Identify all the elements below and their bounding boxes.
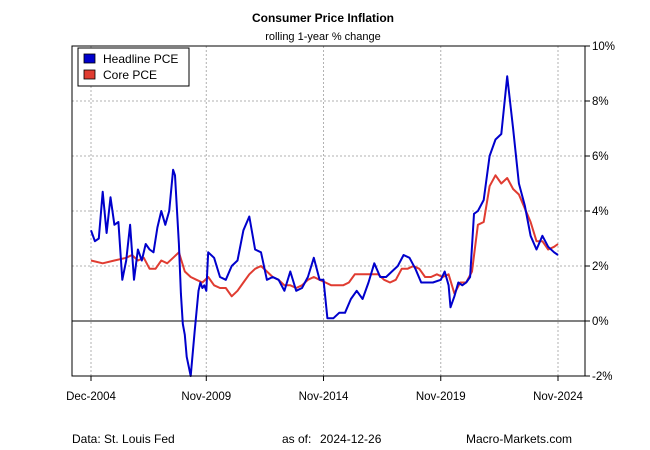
legend-swatch-headline: [83, 53, 96, 64]
y-tick-label: 0%: [592, 316, 609, 328]
x-tick-label: Nov-2009: [181, 391, 231, 403]
x-tick-label: Nov-2019: [416, 391, 466, 403]
legend-label-core: Core PCE: [103, 68, 157, 82]
legend-box: [77, 47, 190, 87]
y-tick-label: 2%: [592, 261, 609, 273]
footer-as-of-label: as of:: [282, 432, 311, 446]
legend-swatch-core: [83, 69, 96, 80]
series-line-headline-pce: [90, 75, 559, 377]
footer-as-of-date: 2024-12-26: [320, 432, 382, 446]
y-tick-label: 10%: [592, 41, 615, 53]
x-tick-label: Dec-2004: [66, 391, 116, 403]
gridlines: [72, 45, 585, 377]
legend: Headline PCE Core PCE: [77, 47, 190, 87]
legend-label-headline: Headline PCE: [103, 52, 178, 66]
axes: Dec-2004 Nov-2009 Nov-2014 Nov-2019 Nov-2024…: [66, 41, 615, 403]
footer-source: Data: St. Louis Fed: [72, 432, 175, 446]
y-tick-label: 8%: [592, 96, 609, 108]
x-tick-label: Nov-2024: [533, 391, 583, 403]
x-tick-label: Nov-2014: [299, 391, 349, 403]
chart-title: Consumer Price Inflation: [252, 11, 394, 25]
footer-site: Macro-Markets.com: [466, 432, 572, 446]
y-tick-label: 4%: [592, 206, 609, 218]
series-lines: [90, 75, 559, 377]
series-line-core-pce: [90, 174, 559, 298]
y-tick-label: -2%: [592, 371, 612, 383]
chart-subtitle: rolling 1-year % change: [265, 31, 381, 43]
y-tick-label: 6%: [592, 151, 609, 163]
